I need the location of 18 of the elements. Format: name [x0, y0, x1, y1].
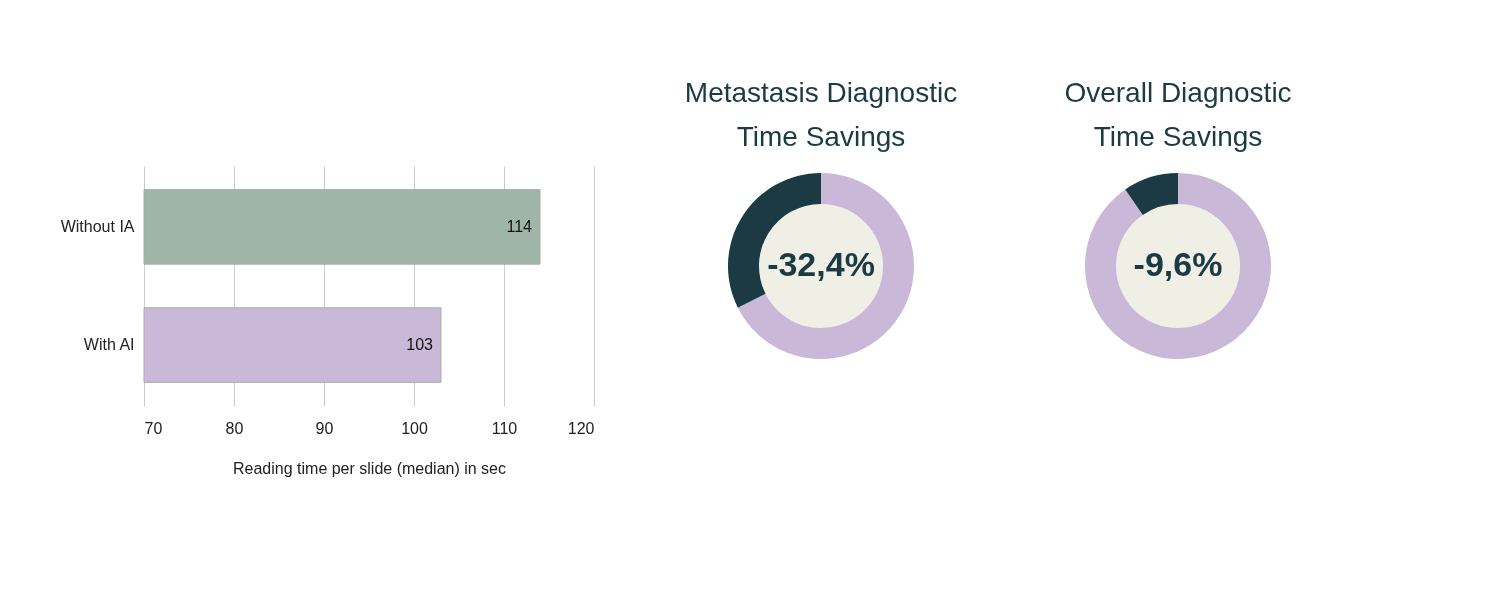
x-axis-title: Reading time per slide (median) in sec	[232, 459, 507, 477]
chart-title: Overall Diagnostic Time Savings	[1064, 77, 1292, 152]
data-label: 114	[506, 217, 533, 235]
y-tick-label: Without IA	[60, 217, 135, 235]
text: -32,4%	[767, 245, 875, 283]
donut-slice	[1125, 173, 1178, 215]
donut-slice	[737, 173, 914, 359]
x-tick-label: 70	[144, 419, 163, 437]
x-tick-label: 120	[567, 419, 595, 437]
text: -9,6%	[1133, 245, 1223, 283]
chart-title: Metastasis Diagnostic Time Savings	[684, 77, 958, 152]
x-tick-label: 100	[401, 419, 428, 437]
x-tick-label: 80	[225, 419, 244, 437]
x-tick-label: 90	[315, 419, 334, 437]
x-tick-label: 110	[491, 419, 518, 437]
data-label: 103	[406, 336, 434, 354]
y-tick-label: With AI	[83, 336, 135, 354]
donut-slice	[1085, 173, 1271, 359]
